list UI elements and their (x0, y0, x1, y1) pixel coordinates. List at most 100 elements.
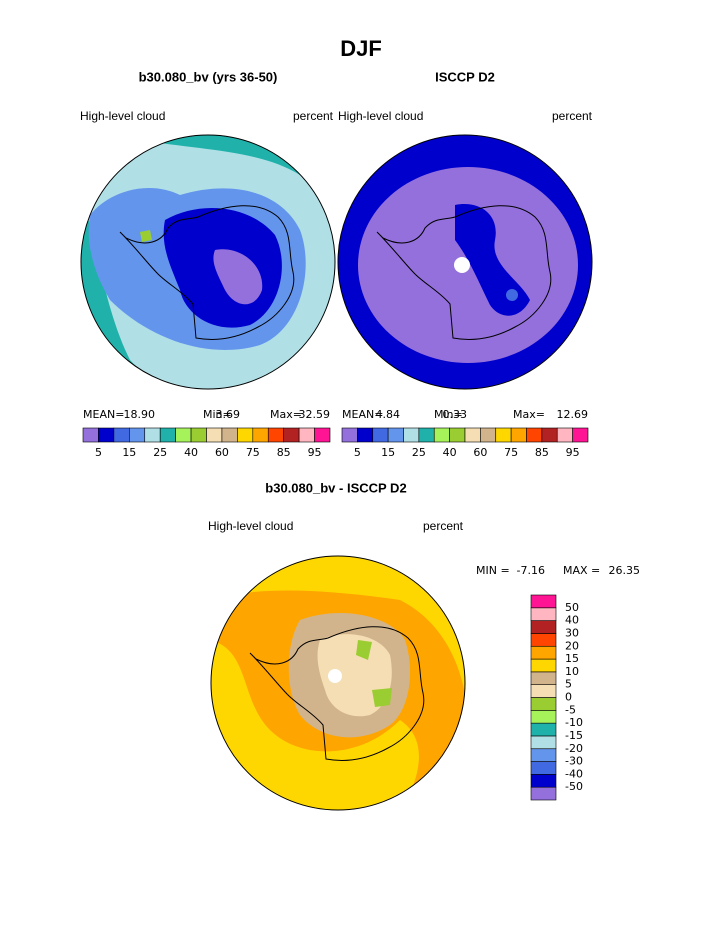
map (338, 135, 592, 389)
colorbar-box (530, 786, 557, 801)
stat-value: 3.69 (216, 408, 241, 421)
colorbar-tick-label: 15 (565, 652, 579, 665)
stat-label: Max= (270, 408, 302, 421)
colorbar-box (144, 427, 161, 443)
right-label: percent (552, 109, 593, 123)
colorbar-tick-label: -10 (565, 716, 583, 729)
colorbar-box (530, 645, 557, 660)
colorbar-tick-label: 40 (184, 446, 198, 459)
colorbar-tick-label: 25 (153, 446, 167, 459)
stat-label: Min= (434, 408, 463, 421)
colorbar-tick-label: 60 (473, 446, 487, 459)
left-label: High-level cloud (338, 109, 423, 123)
colorbar-box (267, 427, 284, 443)
colorbar-box (495, 427, 512, 443)
colorbar-box (113, 427, 130, 443)
left-label: High-level cloud (80, 109, 165, 123)
colorbar-box (433, 427, 450, 443)
stat-label: MIN = (476, 564, 510, 577)
colorbar-box (530, 748, 557, 762)
map-border (80, 134, 336, 390)
stat-value: 26.35 (609, 564, 641, 577)
colorbar-tick-label: 85 (535, 446, 549, 459)
colorbar-tick-label: 40 (443, 446, 457, 459)
stat-value: -7.16 (517, 564, 545, 577)
colorbar-box (530, 761, 557, 775)
colorbar-tick-label: 5 (565, 678, 572, 691)
colorbar-tick-label: -50 (565, 780, 583, 793)
colorbar-box (530, 607, 557, 621)
colorbar-box (530, 774, 557, 788)
colorbar-box (556, 427, 573, 443)
colorbar-box (530, 710, 557, 724)
stat-value: 0.33 (443, 408, 468, 421)
map-border (337, 134, 593, 390)
colorbar-box (526, 427, 543, 443)
colorbar-tick-label: 30 (565, 626, 579, 639)
colorbar-tick-label: -30 (565, 755, 583, 768)
colorbar-tick-label: 5 (95, 446, 102, 459)
stat-value: 18.90 (124, 408, 156, 421)
stat-value: 12.69 (557, 408, 589, 421)
chart-title: ISCCP D2 (435, 69, 495, 84)
colorbar-box (314, 427, 331, 443)
colorbar-tick-label: 85 (277, 446, 291, 459)
colorbar-box (98, 427, 115, 443)
colorbar-box (510, 427, 527, 443)
colorbar-tick-label: 95 (308, 446, 322, 459)
right-label: percent (293, 109, 334, 123)
colorbar-box (572, 427, 589, 443)
colorbar-tick-label: 10 (565, 665, 579, 678)
colorbar-box (530, 658, 557, 673)
colorbar-box (341, 427, 358, 443)
colorbar-tick-label: -20 (565, 742, 583, 755)
right-label: percent (423, 519, 464, 533)
colorbar-box (449, 427, 466, 443)
stat-value: 32.59 (299, 408, 331, 421)
colorbar-tick-label: 15 (381, 446, 395, 459)
stat-value: 4.84 (376, 408, 401, 421)
map (211, 556, 465, 810)
colorbar-box (403, 427, 420, 443)
colorbar-box (530, 633, 557, 647)
colorbar-box (372, 427, 389, 443)
colorbar-tick-label: -15 (565, 729, 583, 742)
colorbar-box (190, 427, 207, 443)
colorbar-box (387, 427, 404, 443)
colorbar-tick-label: 95 (566, 446, 580, 459)
colorbar-tick-label: 0 (565, 691, 572, 704)
colorbar-box (82, 427, 99, 443)
stat-label: Min= (203, 408, 232, 421)
map-border (210, 555, 466, 811)
colorbar-box (541, 427, 558, 443)
colorbar-box (530, 735, 557, 750)
colorbar-tick-label: 40 (565, 614, 579, 627)
colorbar-tick-label: 75 (246, 446, 260, 459)
colorbar-tick-label: -40 (565, 767, 583, 780)
colorbar-tick-label: 75 (504, 446, 518, 459)
colorbar-box (298, 427, 315, 443)
colorbar-box (530, 671, 557, 685)
colorbar-tick-label: 25 (412, 446, 426, 459)
colorbar-box (530, 620, 557, 634)
colorbar-box (159, 427, 176, 443)
colorbar-tick-label: 50 (565, 601, 579, 614)
colorbar-box (206, 427, 223, 443)
page-title: DJF (340, 36, 382, 61)
colorbar-box (418, 427, 435, 443)
colorbar-box (283, 427, 300, 443)
chart-title: b30.080_bv - ISCCP D2 (265, 480, 406, 495)
colorbar-box (530, 722, 557, 737)
map (81, 135, 335, 389)
colorbar-tick-label: 60 (215, 446, 229, 459)
colorbar-box (530, 684, 557, 698)
stat-label: MEAN= (83, 408, 124, 421)
colorbar-box (530, 594, 557, 609)
colorbar-box (252, 427, 269, 443)
stat-label: MEAN= (342, 408, 383, 421)
colorbar-tick-label: 5 (354, 446, 361, 459)
colorbar-box (357, 427, 374, 443)
chart-title: b30.080_bv (yrs 36-50) (139, 69, 278, 84)
colorbar-tick-label: 15 (122, 446, 136, 459)
